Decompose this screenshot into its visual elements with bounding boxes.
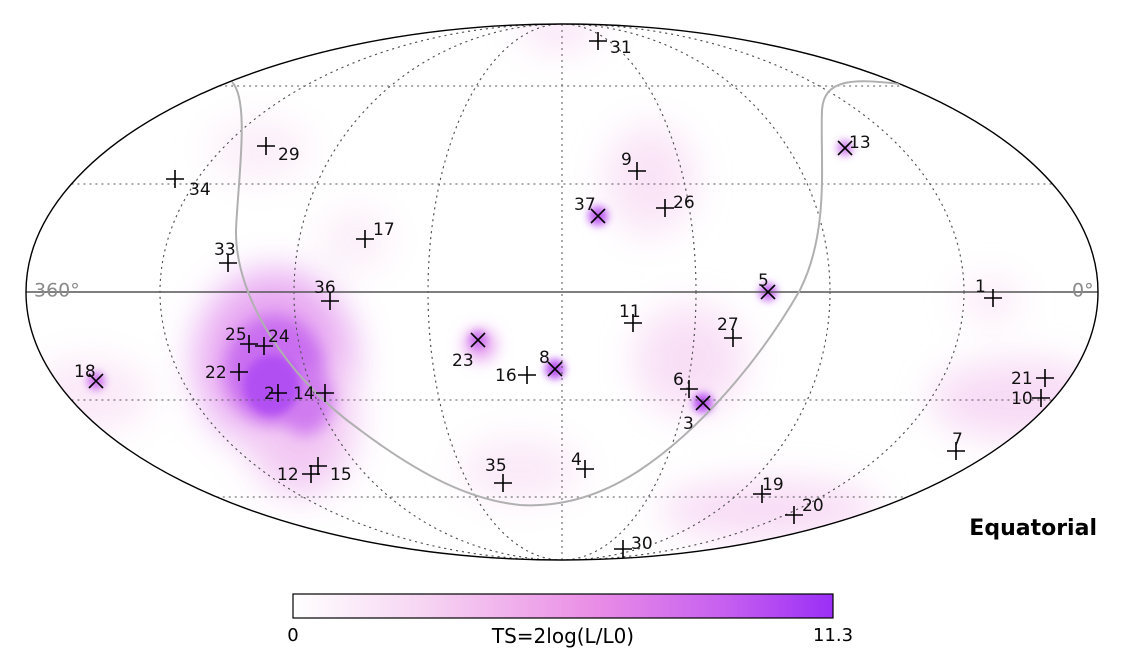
source-markers: 1234567891011121314151617181920212223242… <box>74 32 1054 558</box>
source-26: 26 <box>656 193 695 217</box>
source-24: 24 <box>255 327 290 355</box>
cross-marker-stroke <box>470 332 486 348</box>
source-22: 22 <box>205 363 248 383</box>
source-label: 14 <box>293 384 315 404</box>
source-19: 19 <box>753 475 784 503</box>
ra-label-right: 0° <box>1072 280 1094 302</box>
source-label: 12 <box>277 465 299 485</box>
cross-marker-stroke <box>837 140 853 156</box>
source-label: 33 <box>214 240 236 260</box>
source-12: 12 <box>277 465 320 485</box>
source-label: 18 <box>74 362 96 382</box>
source-label: 9 <box>621 150 632 170</box>
source-35: 35 <box>485 456 512 492</box>
source-29: 29 <box>257 137 300 165</box>
ra-label-left: 360° <box>34 280 80 302</box>
source-11: 11 <box>619 302 642 332</box>
source-15: 15 <box>309 457 352 485</box>
source-label: 11 <box>619 302 641 322</box>
source-label: 35 <box>485 456 507 476</box>
source-label: 20 <box>802 496 824 516</box>
source-18: 18 <box>74 362 104 389</box>
source-label: 23 <box>452 351 474 371</box>
source-9: 9 <box>621 150 646 180</box>
source-25: 25 <box>225 325 258 353</box>
source-1: 1 <box>975 277 1002 307</box>
source-label: 24 <box>268 327 290 347</box>
colorbar-gradient <box>292 593 834 619</box>
map-outline <box>25 23 1099 561</box>
source-30: 30 <box>614 534 653 558</box>
source-13: 13 <box>837 133 871 156</box>
source-2: 2 <box>264 384 287 404</box>
source-label: 1 <box>975 277 986 297</box>
cross-marker-stroke <box>760 284 776 300</box>
source-label: 8 <box>539 348 550 368</box>
source-34: 34 <box>166 170 211 200</box>
source-label: 37 <box>574 195 596 215</box>
coordinate-frame-label: Equatorial <box>969 516 1097 541</box>
source-label: 22 <box>205 363 227 383</box>
source-4: 4 <box>571 450 594 478</box>
source-label: 16 <box>495 366 517 386</box>
source-label: 30 <box>631 534 653 554</box>
colorbar-label: TS=2log(L/L0) <box>491 624 634 648</box>
source-label: 36 <box>314 278 336 298</box>
source-23: 23 <box>452 332 486 371</box>
source-5: 5 <box>758 271 776 300</box>
source-label: 5 <box>758 271 769 291</box>
source-label: 10 <box>1011 389 1033 409</box>
source-14: 14 <box>293 384 334 404</box>
source-8: 8 <box>539 348 563 377</box>
cross-marker-stroke <box>88 373 104 389</box>
source-label: 27 <box>717 315 739 335</box>
colorbar-min: 0 <box>287 625 298 646</box>
source-16: 16 <box>495 366 536 386</box>
source-label: 26 <box>673 193 695 213</box>
source-37: 37 <box>574 195 606 224</box>
source-6: 6 <box>673 370 698 398</box>
source-33: 33 <box>214 240 237 272</box>
cross-marker-stroke <box>590 208 606 224</box>
source-label: 3 <box>683 414 694 434</box>
source-3: 3 <box>683 395 711 434</box>
source-label: 21 <box>1011 369 1033 389</box>
source-label: 31 <box>610 38 632 58</box>
colorbar: 0 11.3 TS=2log(L/L0) <box>287 593 853 648</box>
source-label: 15 <box>330 465 352 485</box>
source-label: 29 <box>278 145 300 165</box>
source-21: 21 <box>1011 369 1054 389</box>
ts-heatmap <box>30 24 1098 540</box>
source-7: 7 <box>947 430 965 460</box>
source-label: 7 <box>952 430 963 450</box>
source-36: 36 <box>314 278 339 310</box>
cross-marker-stroke <box>547 361 563 377</box>
source-label: 17 <box>373 220 395 240</box>
source-20: 20 <box>785 496 824 524</box>
colorbar-max: 11.3 <box>813 625 853 646</box>
source-label: 34 <box>189 180 211 200</box>
source-31: 31 <box>589 32 632 58</box>
source-label: 19 <box>762 475 784 495</box>
galactic-plane-line <box>231 80 901 507</box>
cross-marker-stroke <box>695 395 711 411</box>
source-17: 17 <box>356 220 395 248</box>
source-label: 2 <box>264 384 275 404</box>
source-label: 6 <box>673 370 684 390</box>
source-10: 10 <box>1011 389 1050 409</box>
source-label: 4 <box>571 450 582 470</box>
source-label: 25 <box>225 325 247 345</box>
source-label: 13 <box>849 133 871 153</box>
source-27: 27 <box>717 315 742 347</box>
